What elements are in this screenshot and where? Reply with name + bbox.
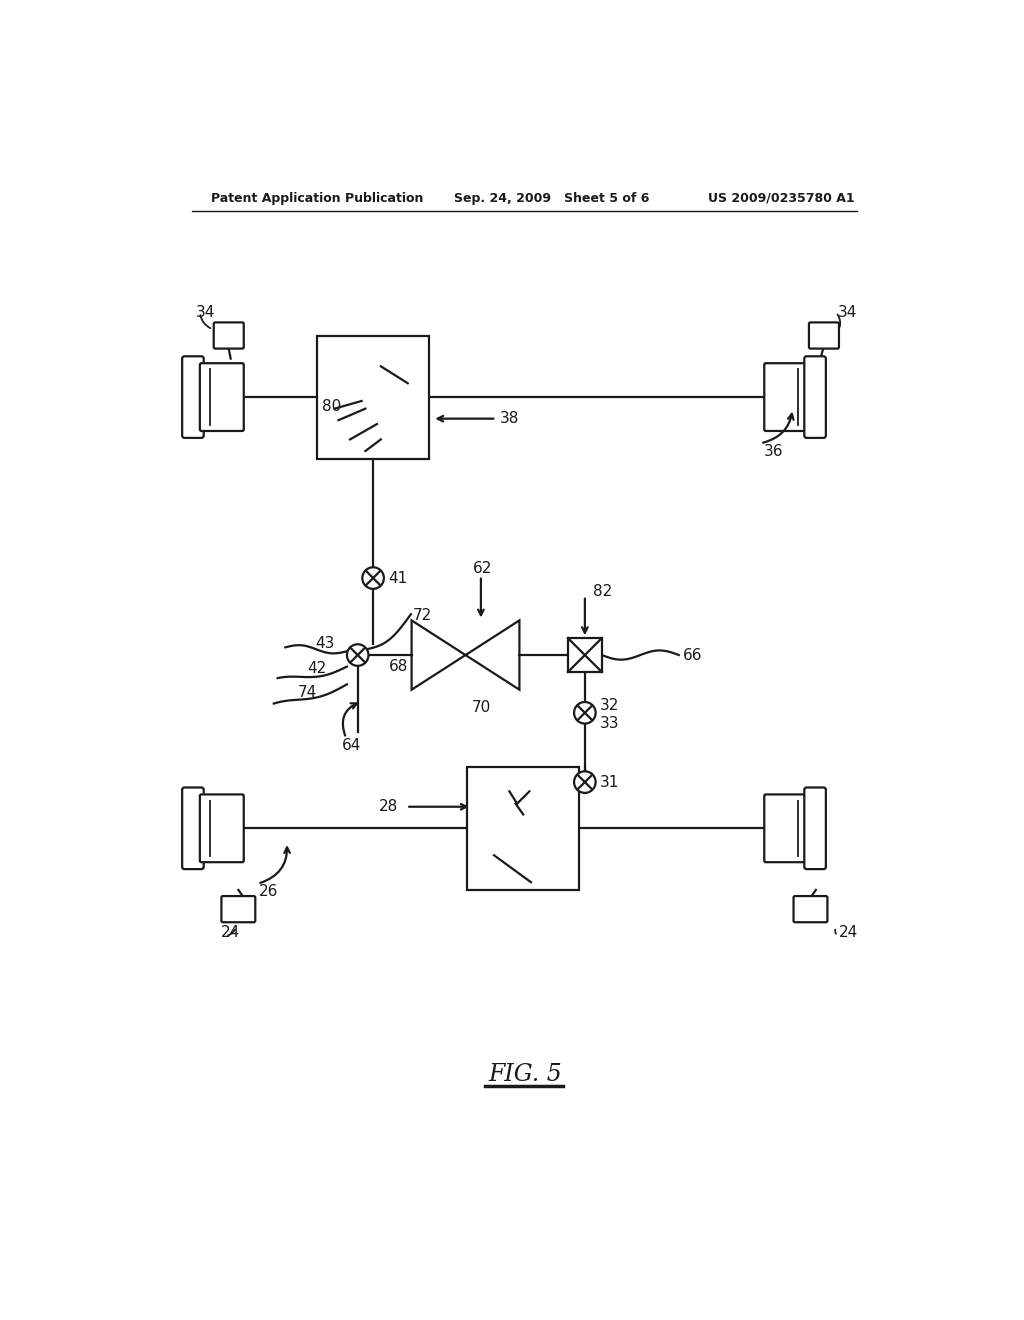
Circle shape xyxy=(574,702,596,723)
Text: 80: 80 xyxy=(322,399,341,414)
FancyBboxPatch shape xyxy=(200,363,244,430)
Text: 28: 28 xyxy=(379,799,398,814)
Text: 31: 31 xyxy=(600,775,620,789)
Bar xyxy=(467,767,580,890)
Text: 38: 38 xyxy=(500,411,519,426)
Text: 41: 41 xyxy=(388,570,408,586)
Text: Patent Application Publication: Patent Application Publication xyxy=(211,191,424,205)
Text: 34: 34 xyxy=(838,305,857,319)
Text: 32: 32 xyxy=(600,697,620,713)
Text: 70: 70 xyxy=(472,700,490,715)
FancyBboxPatch shape xyxy=(804,356,826,438)
Bar xyxy=(317,335,429,459)
FancyBboxPatch shape xyxy=(764,363,808,430)
Text: 33: 33 xyxy=(600,715,620,731)
FancyBboxPatch shape xyxy=(200,795,244,862)
Circle shape xyxy=(362,568,384,589)
Text: 34: 34 xyxy=(196,305,215,319)
Text: US 2009/0235780 A1: US 2009/0235780 A1 xyxy=(708,191,854,205)
Text: 68: 68 xyxy=(388,659,408,675)
Bar xyxy=(568,638,602,672)
Text: FIG. 5: FIG. 5 xyxy=(487,1063,562,1086)
Text: 43: 43 xyxy=(315,636,335,651)
Circle shape xyxy=(347,644,369,665)
FancyBboxPatch shape xyxy=(182,788,204,869)
FancyBboxPatch shape xyxy=(804,788,826,869)
Text: 64: 64 xyxy=(342,738,361,754)
FancyBboxPatch shape xyxy=(809,322,839,348)
Text: 82: 82 xyxy=(593,585,611,599)
FancyBboxPatch shape xyxy=(182,356,204,438)
Text: 74: 74 xyxy=(298,685,316,700)
FancyBboxPatch shape xyxy=(794,896,827,923)
Text: 26: 26 xyxy=(259,884,279,899)
Text: 72: 72 xyxy=(413,607,432,623)
Circle shape xyxy=(574,771,596,793)
Text: 66: 66 xyxy=(683,648,702,663)
Text: Sep. 24, 2009   Sheet 5 of 6: Sep. 24, 2009 Sheet 5 of 6 xyxy=(454,191,649,205)
Text: 24: 24 xyxy=(220,925,240,940)
Text: 24: 24 xyxy=(839,925,858,940)
FancyBboxPatch shape xyxy=(764,795,808,862)
Text: 62: 62 xyxy=(473,561,493,576)
Text: 36: 36 xyxy=(764,444,783,458)
FancyBboxPatch shape xyxy=(221,896,255,923)
Text: 42: 42 xyxy=(307,661,327,676)
FancyBboxPatch shape xyxy=(214,322,244,348)
